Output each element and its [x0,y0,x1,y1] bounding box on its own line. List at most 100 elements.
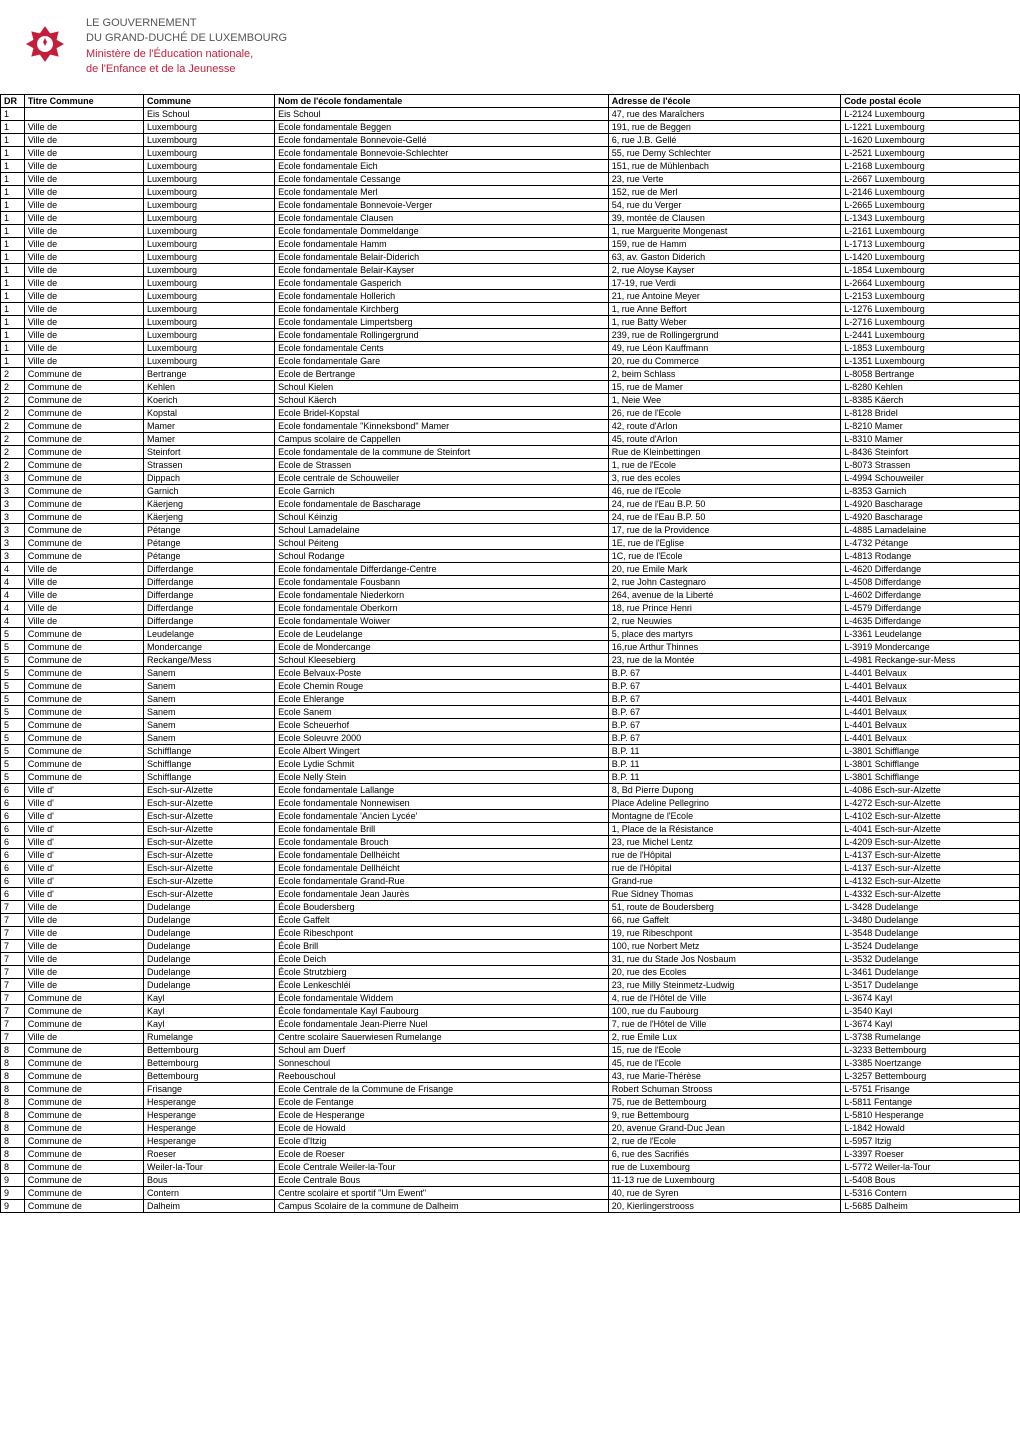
table-row: 3Commune deKäerjengSchoul Kéinzig24, rue… [1,510,1020,523]
table-cell: Kayl [144,991,275,1004]
table-cell: L-8210 Mamer [841,419,1020,432]
table-cell: L-1854 Luxembourg [841,263,1020,276]
schools-table: DR Titre Commune Commune Nom de l'école … [0,94,1020,1213]
table-cell: Commune de [24,991,143,1004]
table-cell: L-1842 Howald [841,1121,1020,1134]
table-cell: Differdange [144,601,275,614]
table-cell: Bettembourg [144,1043,275,1056]
table-cell: 3 [1,497,25,510]
table-cell: Hesperange [144,1134,275,1147]
table-row: 6Ville d'Esch-sur-AlzetteEcole fondament… [1,874,1020,887]
table-cell: 23, rue Verte [608,172,840,185]
table-cell: Ecole fondamentale Clausen [275,211,609,224]
table-row: 1Eis SchoulEis Schoul47, rue des Maraîch… [1,107,1020,120]
table-cell: Ecole fondamentale Dellhéicht [275,848,609,861]
table-cell: Ecole Lydie Schmit [275,757,609,770]
table-cell: L-4401 Belvaux [841,692,1020,705]
table-cell: Commune de [24,1095,143,1108]
table-cell: L-4813 Rodange [841,549,1020,562]
table-cell: 1 [1,172,25,185]
table-cell: Ecole fondamentale Brouch [275,835,609,848]
table-cell: Ecole fondamentale Cents [275,341,609,354]
table-cell: 4 [1,601,25,614]
table-row: 1Ville deLuxembourgEcole fondamentale Ce… [1,341,1020,354]
table-row: 1Ville deLuxembourgEcole fondamentale Bo… [1,198,1020,211]
table-cell: Ecole fondamentale Bonnevoie-Verger [275,198,609,211]
table-cell: Ville de [24,263,143,276]
table-cell: 8 [1,1147,25,1160]
table-cell: École fondamentale Widdem [275,991,609,1004]
table-cell: 1, rue Marguerite Mongenast [608,224,840,237]
table-cell: 5 [1,718,25,731]
table-cell: 6 [1,874,25,887]
table-cell: 16,rue Arthur Thinnes [608,640,840,653]
table-cell: École Boudersberg [275,900,609,913]
table-cell: 8 [1,1043,25,1056]
table-cell: Luxembourg [144,302,275,315]
table-cell: Ecole de Howald [275,1121,609,1134]
table-cell: 39, montée de Clausen [608,211,840,224]
table-cell: Ecole fondamentale Merl [275,185,609,198]
table-cell: 5 [1,679,25,692]
table-cell: L-3257 Bettembourg [841,1069,1020,1082]
table-cell: Ecole fondamentale Belair-Diderich [275,250,609,263]
table-cell: École Ribeschpont [275,926,609,939]
table-cell: L-2665 Luxembourg [841,198,1020,211]
table-cell: 7 [1,991,25,1004]
table-cell: 17, rue de la Providence [608,523,840,536]
table-cell: Luxembourg [144,172,275,185]
table-cell: Dalheim [144,1199,275,1212]
table-cell: L-2124 Luxembourg [841,107,1020,120]
table-cell: Luxembourg [144,328,275,341]
table-cell: 9 [1,1173,25,1186]
table-row: 1Ville deLuxembourgEcole fondamentale Ei… [1,159,1020,172]
table-cell: L-4920 Bascharage [841,510,1020,523]
table-cell: Ecole fondamentale Nonnewisen [275,796,609,809]
table-row: 2Commune deKehlenSchoul Kielen15, rue de… [1,380,1020,393]
table-cell: Commune de [24,653,143,666]
table-row: 4Ville deDifferdangeEcole fondamentale N… [1,588,1020,601]
table-cell: Commune de [24,1173,143,1186]
table-cell: L-4981 Reckange-sur-Mess [841,653,1020,666]
table-cell: Ecole fondamentale Limpertsberg [275,315,609,328]
table-row: 5Commune deReckange/MessSchoul Kleesebie… [1,653,1020,666]
table-row: 1Ville deLuxembourgEcole fondamentale Be… [1,120,1020,133]
table-cell: Luxembourg [144,315,275,328]
table-row: 6Ville d'Esch-sur-AlzetteEcole fondament… [1,809,1020,822]
table-cell: B.P. 67 [608,692,840,705]
table-cell: Ville de [24,1030,143,1043]
table-cell: Ecole fondamentale de la commune de Stei… [275,445,609,458]
header-line4: de l'Enfance et de la Jeunesse [86,62,287,77]
table-cell: Ecole fondamentale Dommeldange [275,224,609,237]
table-cell: 9 [1,1186,25,1199]
table-cell: Ecole fondamentale Lallange [275,783,609,796]
table-cell: L-5772 Weiler-la-Tour [841,1160,1020,1173]
table-cell: Robert Schuman Strooss [608,1082,840,1095]
table-cell: L-1620 Luxembourg [841,133,1020,146]
header-line3: Ministère de l'Éducation nationale, [86,47,287,62]
table-cell: Bettembourg [144,1056,275,1069]
table-cell: Ville d' [24,861,143,874]
table-cell: L-4041 Esch-sur-Alzette [841,822,1020,835]
table-row: 1Ville deLuxembourgEcole fondamentale Bo… [1,133,1020,146]
table-cell: 4 [1,588,25,601]
table-cell: École Brill [275,939,609,952]
table-cell: Garnich [144,484,275,497]
table-cell: Mamer [144,419,275,432]
table-cell: L-4137 Esch-sur-Alzette [841,861,1020,874]
table-row: 2Commune deMamerEcole fondamentale "Kinn… [1,419,1020,432]
table-row: 1Ville deLuxembourgEcole fondamentale Ha… [1,237,1020,250]
table-cell: Differdange [144,575,275,588]
table-cell: Commune de [24,1043,143,1056]
table-cell: Rue Sidney Thomas [608,887,840,900]
table-cell: Luxembourg [144,237,275,250]
table-cell: 5 [1,705,25,718]
table-cell: L-3548 Dudelange [841,926,1020,939]
table-cell: Ville de [24,224,143,237]
table-row: 2Commune deStrassenEcole de Strassen1, r… [1,458,1020,471]
table-cell: Schoul am Duerf [275,1043,609,1056]
table-cell: L-4401 Belvaux [841,731,1020,744]
table-row: 7Ville deDudelangeÉcole Ribeschpont19, r… [1,926,1020,939]
table-cell: 6 [1,783,25,796]
table-cell: 7 [1,1030,25,1043]
